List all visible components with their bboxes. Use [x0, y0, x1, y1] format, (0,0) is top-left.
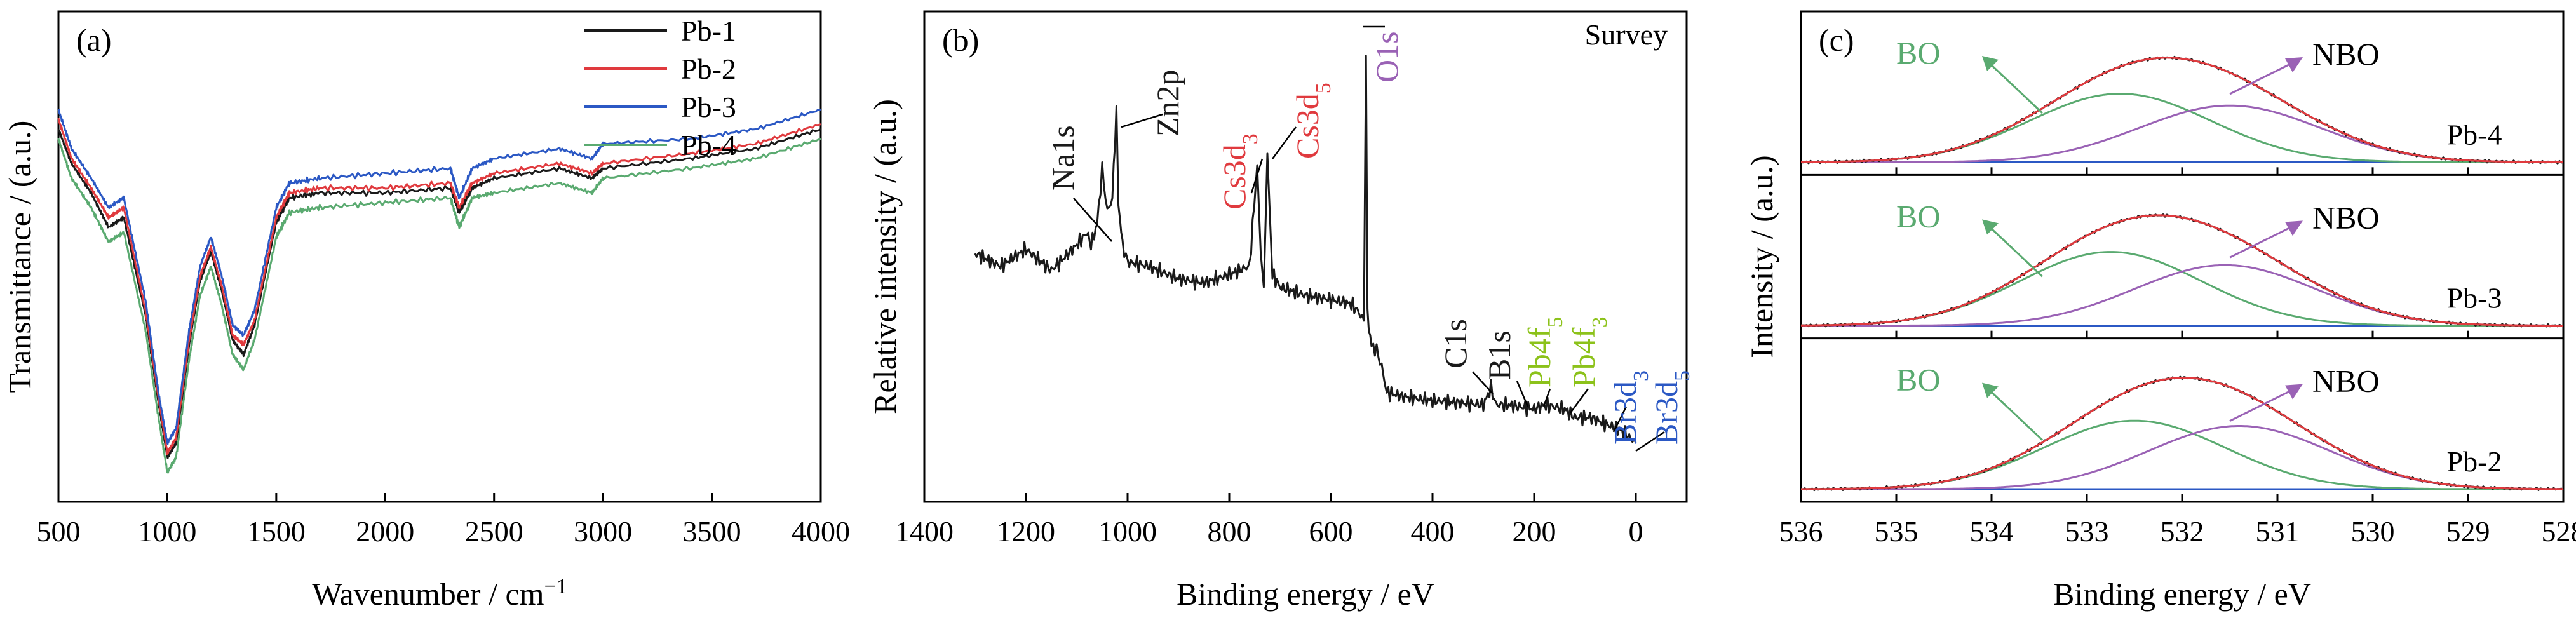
panel-b-xtick-label: 1200 [997, 515, 1055, 548]
panel-c-xtick-label: 536 [1779, 515, 1823, 548]
panel-b-frame [923, 10, 1688, 503]
panel-c-nbo-label: NBO [2312, 36, 2380, 72]
panel-c-xtick-label: 529 [2446, 515, 2490, 548]
panel-b-xtick-label: 1000 [1098, 515, 1157, 548]
panel-a-xtick-label: 2000 [356, 515, 414, 548]
panel-c-nbo-label: NBO [2312, 363, 2380, 399]
panel-b-annotation-leader [1612, 406, 1628, 433]
panel-b-annotation-c1s: C1s [1438, 319, 1473, 368]
panel-b-annotation-leader [1250, 158, 1264, 194]
panel-a-xlabel: Wavenumber / cm−1 [312, 575, 567, 612]
panel-c-sample-label: Pb-3 [2447, 282, 2502, 314]
panel-a-xtick-label: 1000 [138, 515, 196, 548]
panel-c-fit-envelope [1801, 377, 2563, 490]
panel-b-ylabel: Relative intensity / (a.u.) [867, 99, 903, 414]
panel-b-annotation-leader [1121, 113, 1163, 128]
panel-b-xtick-label: 800 [1208, 515, 1251, 548]
panel-a-series-Pb-3 [57, 108, 821, 445]
panel-c-bo-label: BO [1896, 198, 1940, 234]
panel-b-annotation-leader [1542, 388, 1551, 407]
panel-a-xtick-label: 3500 [683, 515, 741, 548]
panel-c-bo-label: BO [1896, 362, 1940, 398]
panel-a-series-Pb-4 [57, 138, 821, 474]
panel-c-bo-arrowhead [1982, 56, 1999, 71]
panel-c-bo-arrowhead [1982, 219, 1999, 235]
panel-c-ylabel: Intensity / (a.u.) [1744, 155, 1779, 358]
panel-a-label: (a) [76, 22, 112, 58]
panel-c-xtick-label: 531 [2256, 515, 2300, 548]
panel-c-xtick-label: 534 [1970, 515, 2014, 548]
panel-b-title: Survey [1585, 18, 1668, 51]
panel-a-legend-label: Pb-2 [681, 53, 736, 85]
panel-c-bo-label: BO [1896, 35, 1940, 71]
panel-c-nbo-arrowhead [2285, 57, 2303, 72]
panel-a-xtick-label: 2500 [465, 515, 523, 548]
panel-b-label: (b) [942, 22, 979, 58]
panel-c-nbo-arrowhead [2285, 384, 2303, 400]
panel-c-bo-arrow [1987, 61, 2044, 114]
panel-b-xtick-label: 200 [1513, 515, 1556, 548]
panel-b-annotation-leader [1472, 371, 1494, 394]
panel-b-annotation-o1s: O1s [1369, 31, 1405, 83]
panel-b-xtick-label: 1400 [895, 515, 954, 548]
panel-b-xtick-label: 0 [1629, 515, 1643, 548]
panel-a-frame [57, 10, 822, 503]
panel-a-legend-label: Pb-3 [681, 91, 736, 123]
panel-b-annotation-zn2p: Zn2p [1150, 69, 1185, 137]
panel-a-ylabel: Transmittance / (a.u.) [2, 121, 37, 393]
panel-b-xlabel: Binding energy / eV [1177, 576, 1434, 612]
panel-a-legend-label: Pb-1 [681, 15, 736, 47]
panel-a-xtick-label: 4000 [792, 515, 850, 548]
panel-c-bo-arrow [1987, 225, 2044, 278]
panel-b-annotation-leader [1271, 126, 1297, 159]
panel-c-label: (c) [1819, 22, 1854, 58]
panel-b-spectrum [974, 55, 1637, 443]
panel-a-xtick-label: 1500 [247, 515, 306, 548]
panel-c-sample-label: Pb-4 [2447, 118, 2502, 151]
panel-b-annotation-leader [1635, 431, 1665, 452]
panel-b-annotation-na1s: Na1s [1045, 125, 1081, 191]
panel-b-annotation-br3d: Br3d3 [1607, 370, 1653, 445]
panel-b-annotation-cs3d: Cs3d5 [1290, 83, 1335, 159]
panel-c-bo-arrow [1987, 388, 2044, 441]
panel-b-annotation-leader [1569, 388, 1589, 414]
panel-b-annotation-pb4f: Pb4f5 [1521, 317, 1567, 388]
panel-c-frame [1800, 10, 2565, 503]
panel-c-fit-envelope [1801, 214, 2563, 327]
panel-c-bo-arrowhead [1982, 382, 1999, 398]
panel-b-annotation-b1s: B1s [1481, 330, 1517, 380]
panel-a-xtick-label: 500 [37, 515, 81, 548]
panel-c-sample-label: Pb-2 [2447, 445, 2502, 478]
panel-b-xtick-label: 400 [1411, 515, 1455, 548]
panel-c-nbo-arrow [2229, 387, 2297, 422]
panel-c-xtick-label: 535 [1875, 515, 1919, 548]
panel-c-nbo-label: NBO [2312, 199, 2380, 235]
panel-c-nbo-arrowhead [2285, 220, 2303, 236]
panel-a-series-Pb-1 [57, 128, 821, 459]
panel-b-xtick-label: 600 [1309, 515, 1353, 548]
panel-b-annotation-pb4f: Pb4f3 [1566, 317, 1612, 388]
panel-a-legend-label: Pb-4 [681, 129, 736, 161]
panel-a-xtick-label: 3000 [574, 515, 632, 548]
panel-b-annotation-leader [1516, 381, 1529, 407]
panel-c-xtick-label: 533 [2065, 515, 2109, 548]
panel-c-nbo-arrow [2229, 223, 2297, 259]
panel-c-fit-envelope [1801, 57, 2563, 163]
panel-c-xlabel: Binding energy / eV [2053, 576, 2311, 612]
panel-a-series-Pb-2 [57, 118, 821, 455]
panel-c-xtick-label: 530 [2351, 515, 2395, 548]
panel-c-xtick-label: 532 [2161, 515, 2204, 548]
panel-c-nbo-arrow [2229, 60, 2297, 95]
panel-c-xtick-label: 528 [2542, 515, 2576, 548]
panel-b-annotation-leader [1073, 198, 1112, 242]
